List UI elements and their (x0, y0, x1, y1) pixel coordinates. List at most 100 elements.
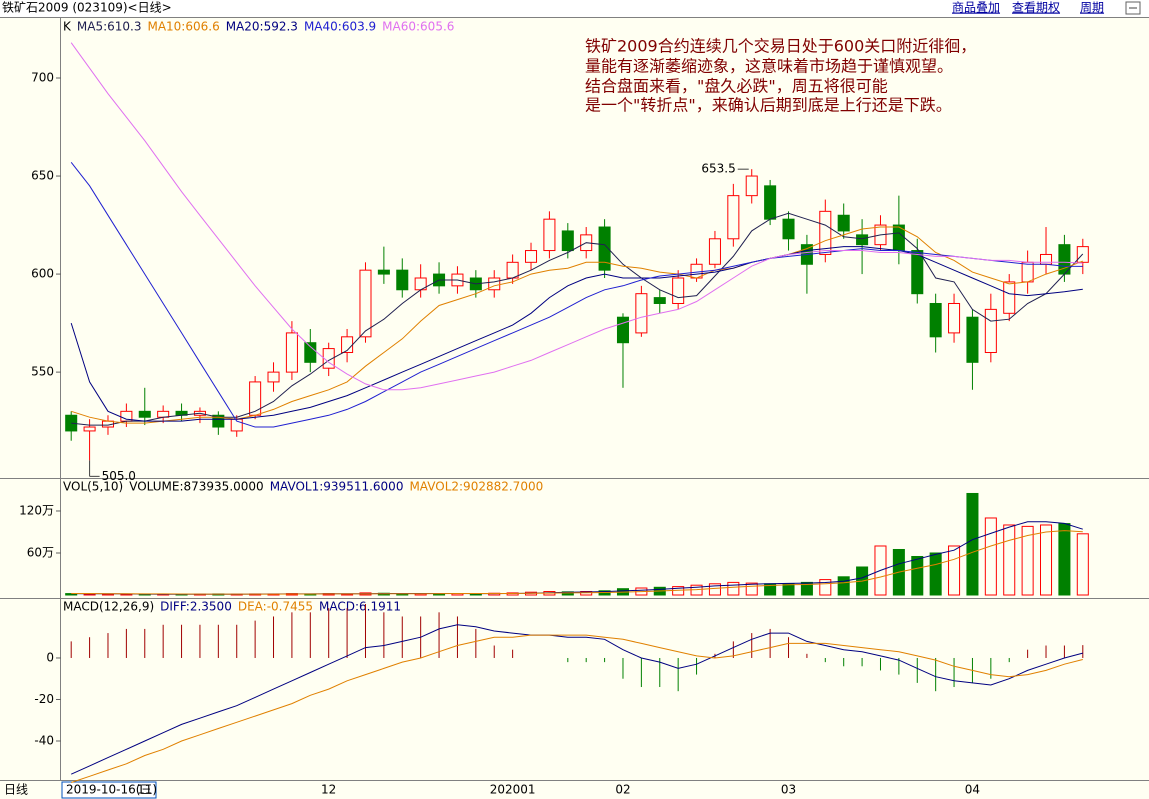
legend-label: MACD:6.1911 (319, 600, 401, 614)
candle-body (598, 226, 611, 271)
x-tick-label: 04 (965, 783, 980, 797)
volume-bar (837, 576, 850, 596)
ma-line (70, 42, 1083, 391)
legend-label: VOL(5,10) (63, 480, 123, 494)
x-tick-label: 03 (781, 783, 796, 797)
annotation: 量能有逐渐萎缩迹象，这意味着市场趋于谨慎观望。 (585, 57, 953, 76)
candle-body (561, 230, 574, 252)
volume-bar (745, 582, 758, 596)
candle-body (764, 185, 777, 220)
candle-body (966, 316, 979, 363)
candle-body (212, 414, 225, 428)
x-tick-label: 02 (615, 783, 630, 797)
y-tick-label: 600 (31, 267, 54, 281)
legend-label: VOLUME:873935.0000 (129, 480, 263, 494)
legend-label: MACD(12,26,9) (63, 600, 154, 614)
volume-bar (819, 579, 832, 596)
legend-label: MA5:610.3 (77, 20, 142, 34)
y-tick-label: 120万 (19, 503, 54, 517)
candle-body (543, 218, 556, 252)
ma-line (71, 212, 1084, 426)
candle-body (83, 426, 96, 432)
annotation: 是一个"转折点"，来确认后期到底是上行还是下跌。 (585, 96, 952, 115)
candle-body (488, 277, 501, 291)
candle-body (782, 218, 795, 240)
legend-label: MA10:606.6 (147, 20, 219, 34)
candle-body (267, 371, 280, 383)
candle-body (377, 269, 390, 275)
link[interactable]: 周期 (1080, 1, 1104, 15)
ma-line (70, 161, 1083, 428)
volume-bar (1040, 524, 1053, 596)
legend-label: DEA:-0.7455 (238, 600, 313, 614)
period-label: 日线 (4, 783, 28, 797)
candle-body (1003, 281, 1016, 314)
candle-body (856, 234, 869, 246)
candle-body (138, 410, 151, 418)
candle-body (304, 342, 317, 363)
candle-body (635, 293, 648, 334)
candle-body (285, 332, 298, 373)
legend-label: DIFF:2.3500 (160, 600, 232, 614)
volume-bar (1021, 525, 1034, 596)
link[interactable]: 商品叠加 (952, 0, 1000, 15)
candle-body (837, 214, 850, 232)
y-tick-label: 700 (31, 71, 54, 85)
volume-bar (929, 552, 942, 596)
x-tick-label: 11 (137, 783, 152, 797)
header-bar (0, 0, 1149, 17)
candle-body (506, 261, 519, 279)
min-label: 505.0 (102, 469, 136, 483)
y-tick-label: 60万 (27, 545, 54, 559)
volume-bar (1076, 533, 1089, 596)
candle-body (745, 175, 758, 197)
link[interactable]: 查看期权 (1012, 1, 1060, 15)
annotation: 结合盘面来看，"盘久必跌"，周五将很可能 (585, 77, 888, 96)
candle-body (616, 316, 630, 344)
volume-bar (1058, 523, 1071, 596)
volume-bar (101, 593, 115, 596)
legend-label: MAVOL2:902882.7000 (409, 480, 543, 494)
candle-body (653, 297, 666, 304)
candle-body (672, 277, 685, 304)
candle-body (1040, 253, 1053, 265)
volume-bar (800, 581, 813, 596)
x-tick-label: 12 (321, 783, 336, 797)
candle-body (396, 269, 409, 291)
cursor-date-box (61, 781, 157, 799)
max-label: 653.5 (701, 162, 735, 176)
cursor-date: 2019-10-16(三) (66, 783, 157, 797)
ma-line (71, 634, 1083, 783)
legend-label: MA40:603.9 (304, 20, 376, 34)
header-title: 铁矿石2009 (023109)<日线> (2, 1, 172, 15)
volume-bar (911, 555, 924, 596)
legend-label: MA20:592.3 (226, 20, 298, 34)
y-tick-label: 0 (46, 650, 54, 664)
volume-bar (984, 517, 997, 596)
candle-body (525, 250, 538, 263)
volume-bar (65, 593, 78, 596)
legend-label: MAVOL1:939511.6000 (270, 480, 404, 494)
ma-line (70, 624, 1083, 775)
candle-body (708, 238, 721, 265)
candle-body (249, 381, 262, 416)
legend-label: MA60:605.6 (382, 20, 454, 34)
volume-bar (708, 583, 721, 596)
y-tick-label: 650 (31, 169, 54, 183)
volume-bar (1003, 524, 1016, 596)
candle-body (727, 195, 740, 240)
candle-body (322, 348, 335, 369)
x-tick-label: 202001 (490, 783, 536, 797)
legend-label: K (63, 20, 72, 34)
y-tick-label: 550 (31, 365, 54, 379)
candle-body (65, 414, 78, 432)
candle-body (948, 302, 961, 334)
y-tick-label: -40 (34, 733, 54, 747)
volume-bar (727, 581, 740, 596)
candle-body (929, 302, 942, 338)
candle-body (819, 210, 832, 255)
candle-body (984, 308, 997, 354)
volume-bar (948, 545, 961, 596)
